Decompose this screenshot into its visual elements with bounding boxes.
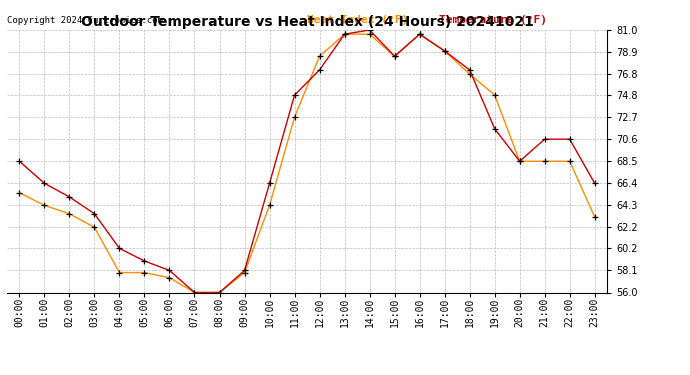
Text: Temperature (°F): Temperature (°F) <box>439 15 547 25</box>
Text: Heat Index (°F): Heat Index (°F) <box>307 15 408 25</box>
Title: Outdoor Temperature vs Heat Index (24 Hours) 20241021: Outdoor Temperature vs Heat Index (24 Ho… <box>81 15 533 29</box>
Text: Copyright 2024 Curtronics.com: Copyright 2024 Curtronics.com <box>7 16 163 25</box>
